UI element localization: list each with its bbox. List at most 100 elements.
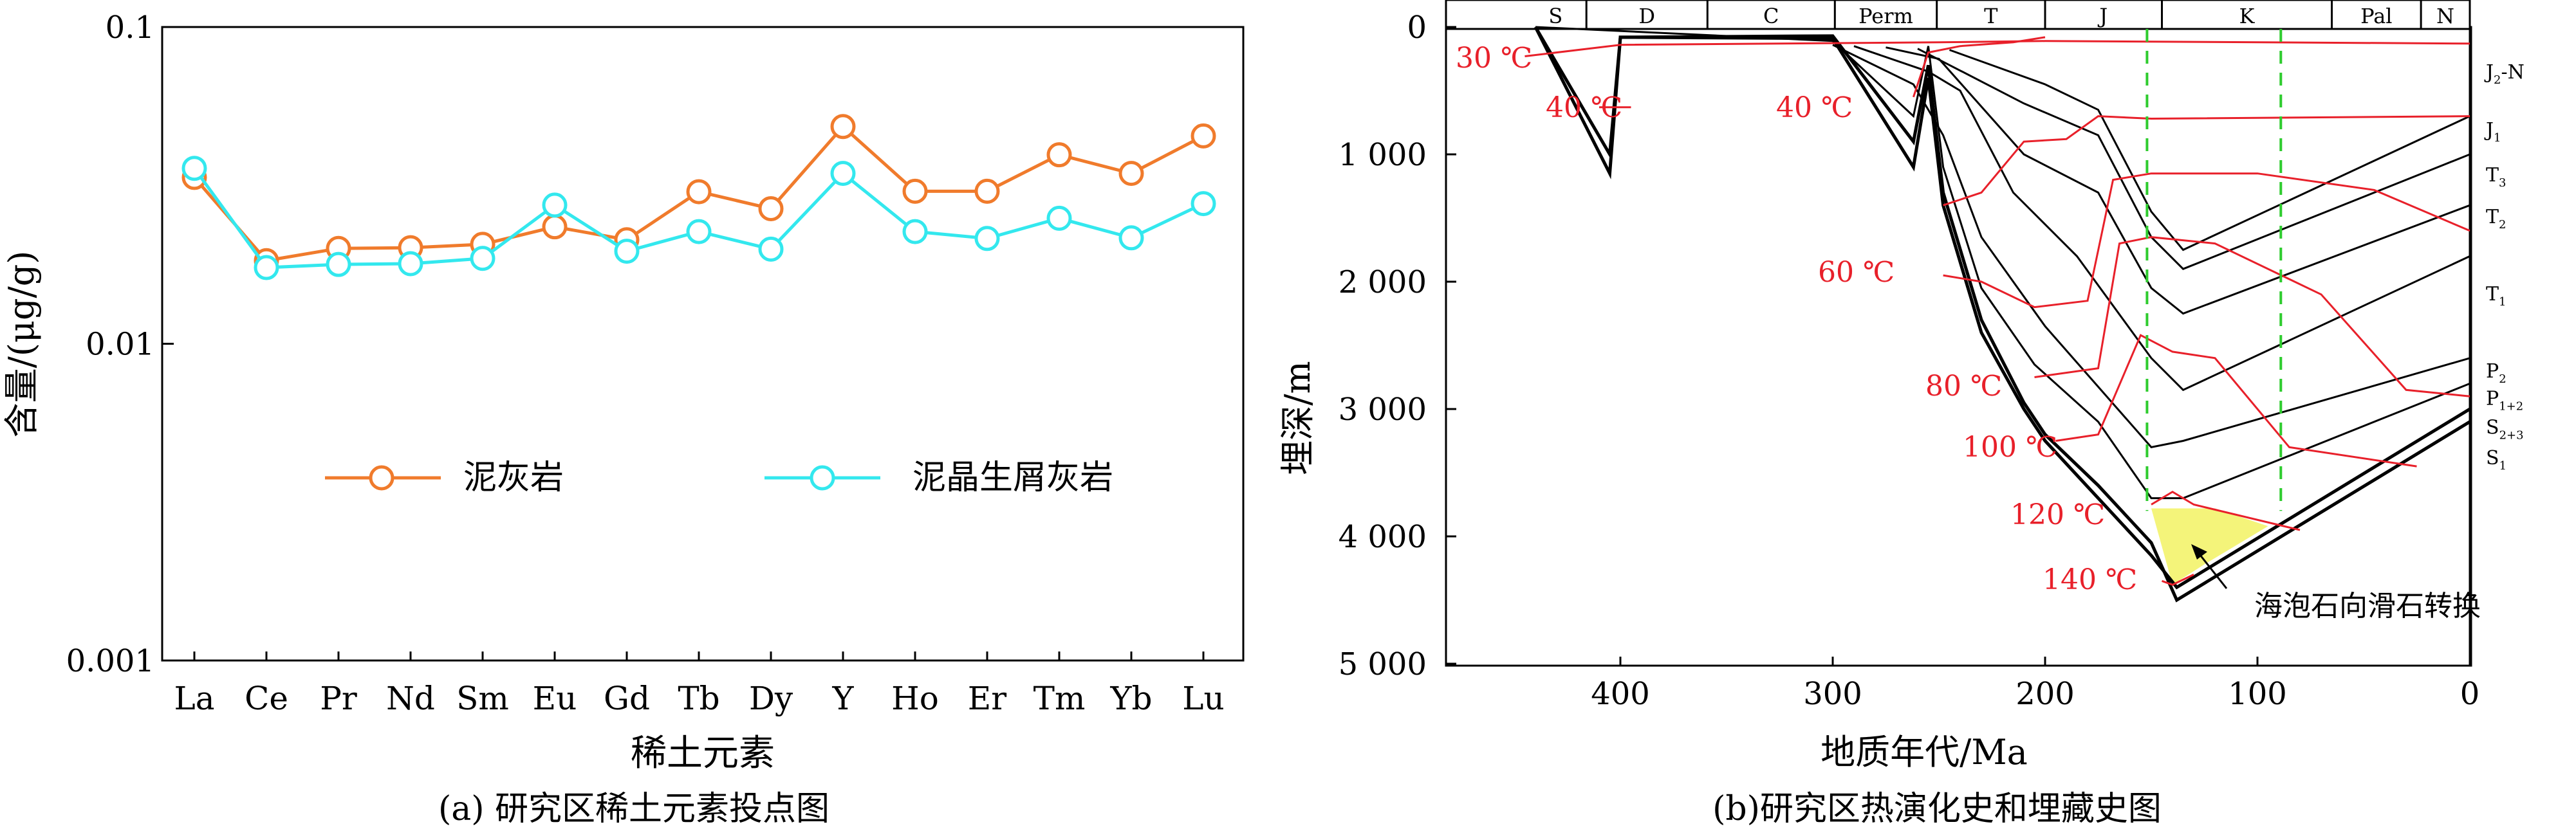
- strata-label: S1: [2486, 447, 2507, 473]
- transition-annotation: 海泡石向滑石转换: [2254, 590, 2481, 623]
- data-point: [254, 255, 279, 280]
- legend-marker-marl: [369, 465, 394, 491]
- isotherm-label: 40 ℃: [1776, 91, 1853, 124]
- data-point: [686, 219, 712, 244]
- x-tick-label: Gd: [604, 680, 650, 717]
- rare-earth-chart: 0.001 0.01 0.1 La Ce Pr Nd Sm Eu Gd Tb Dy Y Ho Er Tm Yb…: [1, 10, 1245, 828]
- data-point: [1046, 142, 1072, 168]
- x-tick-label: Nd: [386, 680, 435, 717]
- strata-label: J1: [2484, 119, 2501, 145]
- isotherm: [1943, 115, 2470, 206]
- period-label: Perm: [1858, 4, 1913, 28]
- y-tick-label: 4 000: [1339, 519, 1427, 555]
- x-tick-label: Ce: [245, 680, 288, 717]
- x-tick-label: Dy: [749, 680, 793, 717]
- isotherm: [1912, 36, 2046, 98]
- x-tick-label: La: [174, 680, 214, 717]
- isotherm-label: 60 ℃: [1818, 256, 1895, 289]
- data-point: [470, 246, 496, 271]
- annotation-arrowhead: [2191, 544, 2207, 560]
- isotherm: [2161, 574, 2194, 586]
- data-point: [758, 196, 784, 221]
- legend-label-bioclastic: 泥晶生屑灰岩: [913, 459, 1113, 497]
- isotherm: [2055, 334, 2417, 468]
- data-point: [1191, 191, 1216, 217]
- strata-label: T1: [2486, 283, 2506, 309]
- data-point: [542, 214, 568, 240]
- y-axis-label: 埋深/m: [1277, 361, 1318, 475]
- data-point: [326, 251, 351, 277]
- x-tick-label: Er: [968, 680, 1006, 717]
- data-point: [902, 219, 928, 244]
- strata-label: S2+3: [2486, 417, 2524, 442]
- y-tick-label: 0.01: [86, 327, 154, 363]
- caption-b: (b)研究区热演化史和埋藏史图: [1712, 790, 2162, 828]
- data-point: [181, 156, 207, 181]
- x-tick-label: Lu: [1182, 680, 1224, 717]
- data-point: [686, 179, 712, 205]
- burial-curve: [1917, 48, 2470, 270]
- x-tick-label: Tm: [1033, 680, 1086, 717]
- x-axis-label: 稀土元素: [631, 733, 775, 774]
- x-tick-label: Eu: [533, 680, 577, 717]
- x-tick-label: 200: [2015, 676, 2075, 712]
- isotherm: [2151, 490, 2301, 531]
- data-point: [974, 178, 1000, 204]
- data-point: [1118, 225, 1144, 251]
- data-point: [758, 236, 784, 262]
- x-tick-label: Ho: [891, 680, 939, 717]
- isotherm: [2034, 236, 2470, 397]
- isotherm: [1943, 172, 2470, 309]
- period-label: C: [1763, 4, 1779, 28]
- period-label: D: [1638, 4, 1655, 28]
- annotation-arrow: [2196, 551, 2228, 589]
- y-tick-label: 0.1: [106, 10, 154, 46]
- isotherm-label: 30 ℃: [1456, 42, 1532, 75]
- period-label: Pal: [2360, 4, 2392, 28]
- isotherm-label: 80 ℃: [1925, 370, 2002, 403]
- plot-frame: [161, 26, 1245, 662]
- period-label: T: [1984, 4, 1998, 28]
- caption-a: (a) 研究区稀土元素投点图: [438, 790, 829, 828]
- strata-label: P1+2: [2486, 388, 2523, 414]
- x-tick-label: 100: [2228, 676, 2287, 712]
- y-tick-label: 3 000: [1339, 392, 1427, 428]
- y-tick-label: 2 000: [1339, 264, 1427, 300]
- data-point: [974, 226, 1000, 251]
- data-point: [1191, 123, 1216, 149]
- legend-label-marl: 泥灰岩: [463, 459, 564, 497]
- burial-curve: [1853, 45, 2470, 392]
- strata-label: T3: [2486, 164, 2506, 190]
- period-label: J: [2097, 4, 2108, 28]
- x-tick-label: 400: [1591, 676, 1650, 712]
- data-point: [1118, 161, 1144, 187]
- period-label: K: [2239, 4, 2256, 28]
- strata-label: T2: [2486, 206, 2506, 232]
- data-point: [830, 114, 856, 140]
- data-point: [614, 239, 640, 264]
- isotherm-label: 120 ℃: [2010, 498, 2105, 531]
- legend-marker-bioclastic: [810, 465, 835, 491]
- burial-curve: [1832, 44, 2470, 449]
- data-point: [542, 192, 568, 218]
- burial-curve: [1534, 26, 2471, 603]
- isotherm-label: 40 ℃: [1546, 91, 1622, 124]
- x-tick-label: Yb: [1109, 680, 1152, 717]
- isotherm-label: 100 ℃: [1963, 431, 2057, 464]
- period-label: N: [2436, 4, 2454, 28]
- x-tick-label: Pr: [320, 680, 357, 717]
- burial-curve: [1535, 26, 2470, 500]
- x-tick-label: 300: [1803, 676, 1862, 712]
- strata-label: P2: [2486, 360, 2507, 386]
- burial-curve: [1949, 49, 2470, 251]
- y-tick-label: 1 000: [1339, 137, 1427, 173]
- y-axis-label: 含量/(μg/g): [1, 251, 42, 438]
- strata-label: J2-N: [2484, 61, 2525, 87]
- burial-curve: [1886, 46, 2470, 315]
- legend: 泥灰岩 泥晶生屑灰岩: [325, 459, 1113, 497]
- data-point: [830, 161, 856, 187]
- period-label: S: [1548, 4, 1562, 28]
- x-tick-label: Tb: [678, 680, 719, 717]
